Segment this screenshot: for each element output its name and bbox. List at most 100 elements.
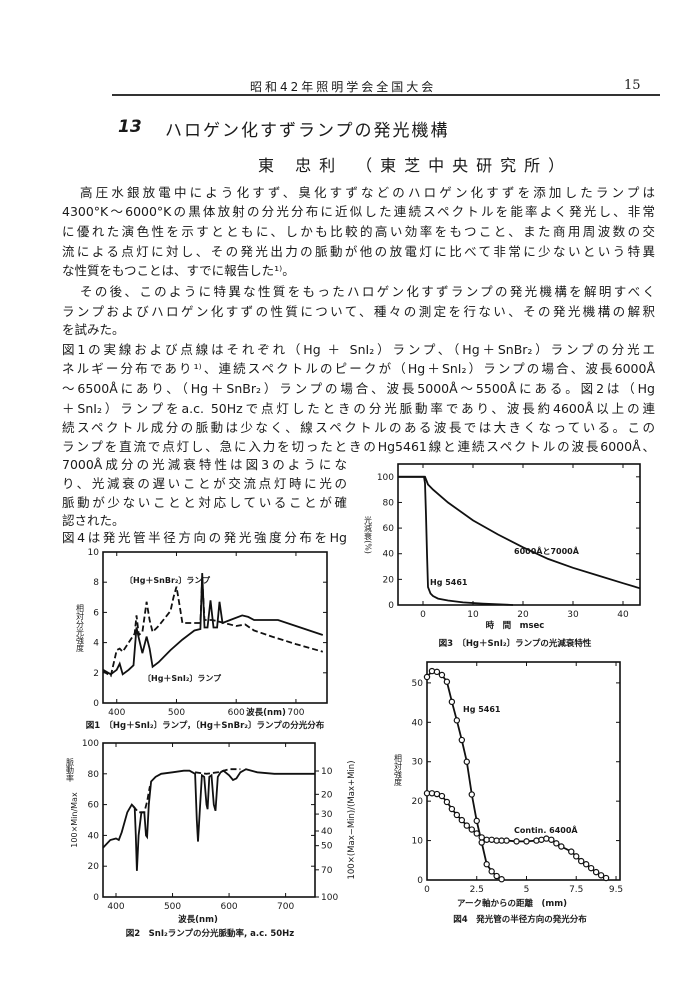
plot-frame	[426, 661, 621, 881]
data-point	[468, 791, 475, 798]
x-axis-label: 波長(nm)	[178, 914, 218, 925]
body-line: ネルギー分布であり¹⁾、連続スペクトルのピークが（Hg＋SnI₂）ランプの場合、…	[62, 361, 655, 376]
y-tick-label: 8	[93, 578, 99, 588]
figure-caption: 図2 SnI₂ランプの分光脈動率, a.c. 50Hz	[126, 928, 295, 939]
data-point	[458, 736, 466, 744]
body-line: 流による点灯に対し、その発光出力の脈動が他の放電灯に比べて非常に少ないという特異	[62, 244, 655, 259]
series-line	[398, 475, 514, 606]
x-axis-label: 時 間 msec	[486, 620, 545, 631]
data-point	[428, 667, 436, 675]
y-tick-label: 20	[383, 575, 395, 585]
body-line: ＋SnI₂）ランプをa.c. 50Hzで点灯したときの分光脈動率であり、波長約4…	[62, 401, 655, 416]
y-tick-label: 10	[412, 837, 424, 847]
x-tick-label: 40	[617, 610, 629, 620]
data-point	[568, 848, 575, 855]
x-tick-label: 5	[524, 885, 530, 895]
data-point	[473, 817, 480, 825]
data-point	[488, 836, 495, 843]
plot-frame	[102, 551, 328, 704]
data-point	[488, 868, 495, 875]
body-line: を試みた。	[62, 322, 125, 337]
body-line: 高圧水銀放電中によう化すず、臭化すずなどのハロゲン化すずを添加したランプは	[80, 185, 655, 200]
y-right-tick-label: 40	[321, 827, 333, 837]
header-rule	[112, 94, 660, 96]
figure-2: 400 500 600 700 0 20 40 60 80 100 10 20 30 40 50 70 100 図…	[66, 739, 358, 939]
figure-caption: 図3 〔Hg＋SnI₂〕ランプの光減衰特性	[439, 638, 592, 649]
x-tick-label: 500	[168, 708, 185, 718]
y-tick-label: 20	[88, 862, 100, 872]
body-line: に優れた演色性を示すとともに、しかも比較的高い効率をもつこと、また商用周波数の交	[62, 224, 655, 239]
data-point	[423, 673, 431, 681]
body-line: り、光減衰の遅いことが交流点灯時に光の	[62, 476, 347, 491]
y-axis-label: 100×Min/Max	[70, 792, 79, 848]
x-tick-label: 9.5	[609, 885, 623, 895]
y-tick-label: 0	[93, 893, 99, 903]
annotation: Hg 5461	[463, 705, 501, 714]
data-point	[458, 816, 466, 824]
y-tick-label: 30	[412, 758, 424, 768]
figure-4: 0 2.5 5 7.5 9.5 0 10 20 30 40 50 図4 発光管の半径方向の発光分布 アー…	[394, 661, 623, 925]
series-label: 〔Hg＋SnBr₂〕ランプ	[125, 575, 211, 585]
figure-caption: 図1 〔Hg＋SnI₂〕ランプ，〔Hg＋SnBr₂〕ランプの分光分布	[86, 720, 325, 731]
y-tick-label: 80	[383, 498, 395, 508]
series-label: 〔Hg＋SnI₂〕ランプ	[143, 673, 222, 683]
paper-number: 13	[118, 117, 142, 137]
figure-caption: 図4 発光管の半径方向の発光分布	[453, 914, 587, 925]
y-tick-label: 50	[412, 679, 424, 689]
y-tick-label: 4	[93, 639, 99, 649]
data-point	[597, 872, 605, 879]
data-point	[513, 838, 520, 845]
data-point	[558, 843, 565, 850]
y-axis-label: 光減衰(%)	[364, 515, 373, 554]
figure-3: 0 10 20 30 40 0 20 40 60 80 100 図3 〔Hg＋SnI₂〕ランプの光減衰…	[364, 463, 641, 649]
body-line: 4300°K～6000°Kの黒体放射の分光分布に近似した連続スペクトルを能率よく…	[62, 204, 655, 219]
x-tick-label: 700	[287, 708, 304, 718]
x-tick-label: 700	[277, 902, 294, 912]
x-axis-label: 波長(nm)	[246, 707, 286, 718]
series-line	[426, 670, 503, 880]
y-tick-label: 2	[93, 669, 99, 679]
y-tick-label: 40	[383, 550, 395, 560]
y-tick-label: 0	[93, 699, 99, 709]
x-tick-label: 20	[517, 610, 529, 620]
y-axis-label-2: 脈動率	[66, 757, 75, 783]
y-right-tick-label: 50	[321, 842, 333, 852]
body-line: 図1の実線および点線はそれぞれ（Hg ＋ SnI₂）ランプ、（Hg＋SnBr₂）…	[62, 342, 655, 357]
data-point	[443, 678, 451, 685]
y-tick-label: 100	[377, 473, 394, 483]
data-point	[443, 798, 451, 806]
data-point	[463, 822, 470, 829]
x-tick-label: 600	[220, 902, 237, 912]
data-point	[573, 853, 580, 860]
data-point	[592, 868, 600, 876]
body-line: 7000Å成分の光減衰特性は図3のようにな	[62, 457, 347, 472]
page-number: 15	[624, 78, 641, 93]
y-tick-label: 60	[88, 801, 100, 811]
x-tick-label: 400	[108, 708, 125, 718]
x-tick-label: 2.5	[470, 885, 484, 895]
y-right-tick-label: 100	[321, 893, 338, 903]
body-line: 脈動が少ないことと対応していることが確	[62, 495, 347, 510]
data-point	[543, 835, 550, 842]
y-right-axis-label: 100×(Max−Min)/(Max+Min)	[347, 760, 357, 879]
data-point	[478, 834, 485, 841]
annotation: 6000Åと7000Å	[514, 546, 580, 556]
data-point	[468, 826, 475, 833]
data-point	[553, 840, 560, 847]
data-point	[448, 698, 456, 706]
data-point	[548, 836, 555, 843]
y-tick-label: 0	[388, 601, 394, 611]
body-line: 図4は発光管半径方向の発光強度分布をHg	[62, 530, 347, 545]
y-tick-label: 10	[88, 548, 100, 558]
data-point	[478, 839, 485, 846]
body-line: な性質をもつことは、すでに報告した¹⁾。	[62, 263, 295, 278]
x-tick-label: 7.5	[569, 885, 583, 895]
y-tick-label: 20	[412, 797, 424, 807]
body-line: ～6500Åにあり、（Hg＋SnBr₂）ランプの場合、波長5000Å～5500Å…	[62, 381, 655, 396]
y-right-tick-label: 10	[321, 767, 333, 777]
data-point	[533, 837, 540, 844]
y-tick-label: 80	[88, 770, 100, 780]
y-tick-label: 40	[88, 831, 100, 841]
data-point	[493, 872, 500, 880]
data-point	[483, 861, 490, 868]
